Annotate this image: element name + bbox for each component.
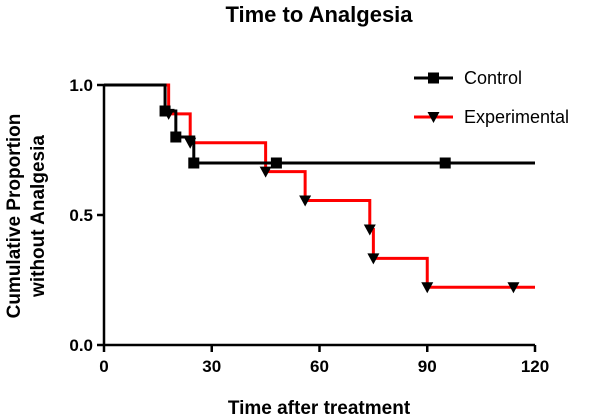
y-tick-label: 1.0 (69, 76, 93, 95)
data-point (259, 166, 272, 178)
legend-marker-control (428, 72, 439, 84)
x-tick-label: 60 (310, 357, 329, 376)
data-point (170, 131, 182, 143)
legend-label-experimental: Experimental (464, 107, 569, 127)
plot-area (104, 83, 535, 294)
legend: Control Experimental (414, 68, 569, 127)
x-tick-label: 0 (99, 357, 108, 376)
series-line-experimental (104, 83, 535, 289)
series-control (104, 83, 535, 169)
x-tick-label: 30 (202, 357, 221, 376)
legend-label-control: Control (464, 68, 522, 88)
y-axis-label-line2: without Analgesia (28, 135, 49, 298)
data-point (507, 282, 520, 294)
x-tick-label: 90 (418, 357, 437, 376)
data-point (159, 105, 171, 117)
data-point (421, 282, 434, 294)
x-axis-label: Time after treatment (228, 398, 411, 419)
data-point (299, 195, 312, 207)
y-tick-label: 0.0 (69, 336, 93, 355)
legend-marker-experimental (427, 112, 440, 123)
data-point (188, 157, 200, 169)
y-tick-label: 0.5 (69, 206, 93, 225)
y-axis-label-line1: Cumulative Proportion (4, 114, 25, 319)
data-point (363, 224, 376, 236)
axes: 0 30 60 90 120 0.0 0.5 1.0 (69, 76, 549, 376)
data-point (367, 253, 380, 265)
x-tick-label: 120 (521, 357, 549, 376)
data-point (270, 157, 282, 169)
chart-title: Time to Analgesia (225, 2, 413, 27)
data-point (439, 157, 451, 169)
